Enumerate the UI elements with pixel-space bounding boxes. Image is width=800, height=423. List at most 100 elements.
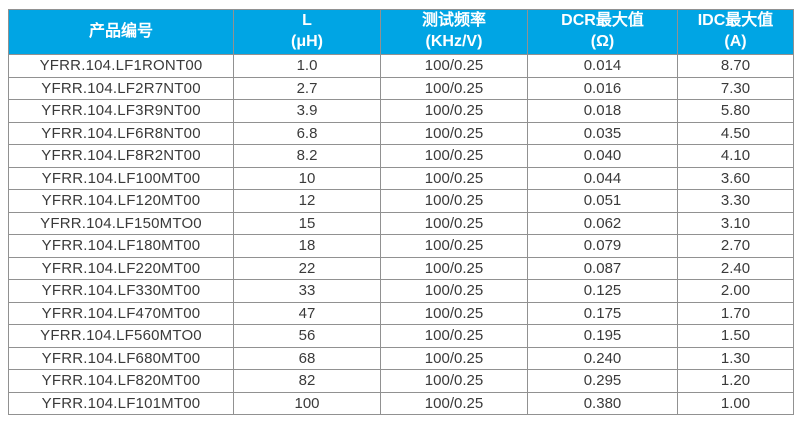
header-product-code-label: 产品编号 — [88, 22, 153, 40]
cell-test-frequency: 100/0.25 — [380, 279, 528, 303]
cell-inductance: 56 — [233, 324, 381, 348]
cell-inductance: 1.0 — [233, 54, 381, 78]
cell-test-frequency: 100/0.25 — [380, 256, 528, 280]
table-body: YFRR.104.LF1RONT00 1.0 100/0.25 0.014 8.… — [8, 54, 794, 415]
cell-product-code: YFRR.104.LF3R9NT00 — [8, 99, 234, 123]
cell-product-code: YFRR.104.LF120MT00 — [8, 189, 234, 213]
cell-product-code: YFRR.104.LF180MT00 — [8, 234, 234, 258]
cell-product-code: YFRR.104.LF2R7NT00 — [8, 76, 234, 100]
cell-dcr-max: 0.044 — [527, 166, 678, 190]
cell-test-frequency: 100/0.25 — [380, 121, 528, 145]
cell-test-frequency: 100/0.25 — [380, 324, 528, 348]
cell-product-code: YFRR.104.LF8R2NT00 — [8, 144, 234, 168]
cell-test-frequency: 100/0.25 — [380, 369, 528, 393]
cell-dcr-max: 0.079 — [527, 234, 678, 258]
cell-idc-max: 1.70 — [677, 301, 794, 325]
header-dcr-max: DCR最大值 (Ω) — [527, 9, 678, 55]
cell-product-code: YFRR.104.LF820MT00 — [8, 369, 234, 393]
cell-test-frequency: 100/0.25 — [380, 99, 528, 123]
cell-product-code: YFRR.104.LF1RONT00 — [8, 54, 234, 78]
cell-product-code: YFRR.104.LF220MT00 — [8, 256, 234, 280]
table-row: YFRR.104.LF680MT00 68 100/0.25 0.240 1.3… — [8, 346, 794, 370]
cell-idc-max: 7.30 — [677, 76, 794, 100]
cell-product-code: YFRR.104.LF6R8NT00 — [8, 121, 234, 145]
cell-test-frequency: 100/0.25 — [380, 54, 528, 78]
cell-idc-max: 5.80 — [677, 99, 794, 123]
table-row: YFRR.104.LF220MT00 22 100/0.25 0.087 2.4… — [8, 256, 794, 280]
cell-test-frequency: 100/0.25 — [380, 166, 528, 190]
cell-idc-max: 4.10 — [677, 144, 794, 168]
cell-product-code: YFRR.104.LF560MTO0 — [8, 324, 234, 348]
cell-inductance: 2.7 — [233, 76, 381, 100]
cell-inductance: 22 — [233, 256, 381, 280]
table-row: YFRR.104.LF330MT00 33 100/0.25 0.125 2.0… — [8, 279, 794, 303]
cell-dcr-max: 0.380 — [527, 391, 678, 415]
cell-inductance: 12 — [233, 189, 381, 213]
header-product-code: 产品编号 — [8, 9, 234, 55]
header-idc-max: IDC最大值 (A) — [677, 9, 794, 55]
cell-idc-max: 2.00 — [677, 279, 794, 303]
cell-idc-max: 4.50 — [677, 121, 794, 145]
cell-inductance: 68 — [233, 346, 381, 370]
cell-idc-max: 2.40 — [677, 256, 794, 280]
table-row: YFRR.104.LF1RONT00 1.0 100/0.25 0.014 8.… — [8, 54, 794, 78]
cell-idc-max: 8.70 — [677, 54, 794, 78]
table-row: YFRR.104.LF180MT00 18 100/0.25 0.079 2.7… — [8, 234, 794, 258]
cell-inductance: 3.9 — [233, 99, 381, 123]
cell-inductance: 15 — [233, 211, 381, 235]
table-row: YFRR.104.LF470MT00 47 100/0.25 0.175 1.7… — [8, 301, 794, 325]
table-row: YFRR.104.LF2R7NT00 2.7 100/0.25 0.016 7.… — [8, 76, 794, 100]
cell-idc-max: 3.10 — [677, 211, 794, 235]
cell-product-code: YFRR.104.LF150MTO0 — [8, 211, 234, 235]
cell-test-frequency: 100/0.25 — [380, 234, 528, 258]
cell-dcr-max: 0.295 — [527, 369, 678, 393]
header-inductance-label: L — [302, 12, 312, 30]
cell-dcr-max: 0.062 — [527, 211, 678, 235]
cell-dcr-max: 0.087 — [527, 256, 678, 280]
table-row: YFRR.104.LF8R2NT00 8.2 100/0.25 0.040 4.… — [8, 144, 794, 168]
cell-dcr-max: 0.051 — [527, 189, 678, 213]
header-dcr-max-unit: (Ω) — [590, 33, 615, 50]
cell-idc-max: 1.30 — [677, 346, 794, 370]
cell-test-frequency: 100/0.25 — [380, 189, 528, 213]
table-row: YFRR.104.LF120MT00 12 100/0.25 0.051 3.3… — [8, 189, 794, 213]
table-header: 产品编号 L (μH) 测试频率 (KHz/V) DCR最大值 (Ω) IDC最… — [8, 9, 794, 55]
cell-test-frequency: 100/0.25 — [380, 391, 528, 415]
cell-dcr-max: 0.035 — [527, 121, 678, 145]
table-row: YFRR.104.LF150MTO0 15 100/0.25 0.062 3.1… — [8, 211, 794, 235]
cell-idc-max: 1.00 — [677, 391, 794, 415]
cell-inductance: 100 — [233, 391, 381, 415]
cell-idc-max: 1.50 — [677, 324, 794, 348]
header-test-frequency-label: 测试频率 — [421, 12, 486, 30]
cell-inductance: 8.2 — [233, 144, 381, 168]
cell-product-code: YFRR.104.LF330MT00 — [8, 279, 234, 303]
header-row: 产品编号 L (μH) 测试频率 (KHz/V) DCR最大值 (Ω) IDC最… — [8, 9, 794, 55]
cell-idc-max: 2.70 — [677, 234, 794, 258]
table-row: YFRR.104.LF100MT00 10 100/0.25 0.044 3.6… — [8, 166, 794, 190]
cell-product-code: YFRR.104.LF100MT00 — [8, 166, 234, 190]
table-row: YFRR.104.LF101MT00 100 100/0.25 0.380 1.… — [8, 391, 794, 415]
cell-product-code: YFRR.104.LF680MT00 — [8, 346, 234, 370]
cell-dcr-max: 0.040 — [527, 144, 678, 168]
cell-dcr-max: 0.125 — [527, 279, 678, 303]
cell-idc-max: 3.30 — [677, 189, 794, 213]
header-idc-max-unit: (A) — [724, 33, 747, 50]
cell-test-frequency: 100/0.25 — [380, 301, 528, 325]
cell-test-frequency: 100/0.25 — [380, 211, 528, 235]
cell-test-frequency: 100/0.25 — [380, 76, 528, 100]
cell-product-code: YFRR.104.LF101MT00 — [8, 391, 234, 415]
cell-idc-max: 3.60 — [677, 166, 794, 190]
header-inductance-unit: (μH) — [291, 33, 323, 50]
cell-inductance: 18 — [233, 234, 381, 258]
cell-test-frequency: 100/0.25 — [380, 144, 528, 168]
table-row: YFRR.104.LF820MT00 82 100/0.25 0.295 1.2… — [8, 369, 794, 393]
cell-dcr-max: 0.016 — [527, 76, 678, 100]
header-idc-max-label: IDC最大值 — [697, 12, 774, 30]
cell-inductance: 6.8 — [233, 121, 381, 145]
cell-dcr-max: 0.014 — [527, 54, 678, 78]
cell-inductance: 10 — [233, 166, 381, 190]
cell-dcr-max: 0.018 — [527, 99, 678, 123]
cell-test-frequency: 100/0.25 — [380, 346, 528, 370]
cell-product-code: YFRR.104.LF470MT00 — [8, 301, 234, 325]
